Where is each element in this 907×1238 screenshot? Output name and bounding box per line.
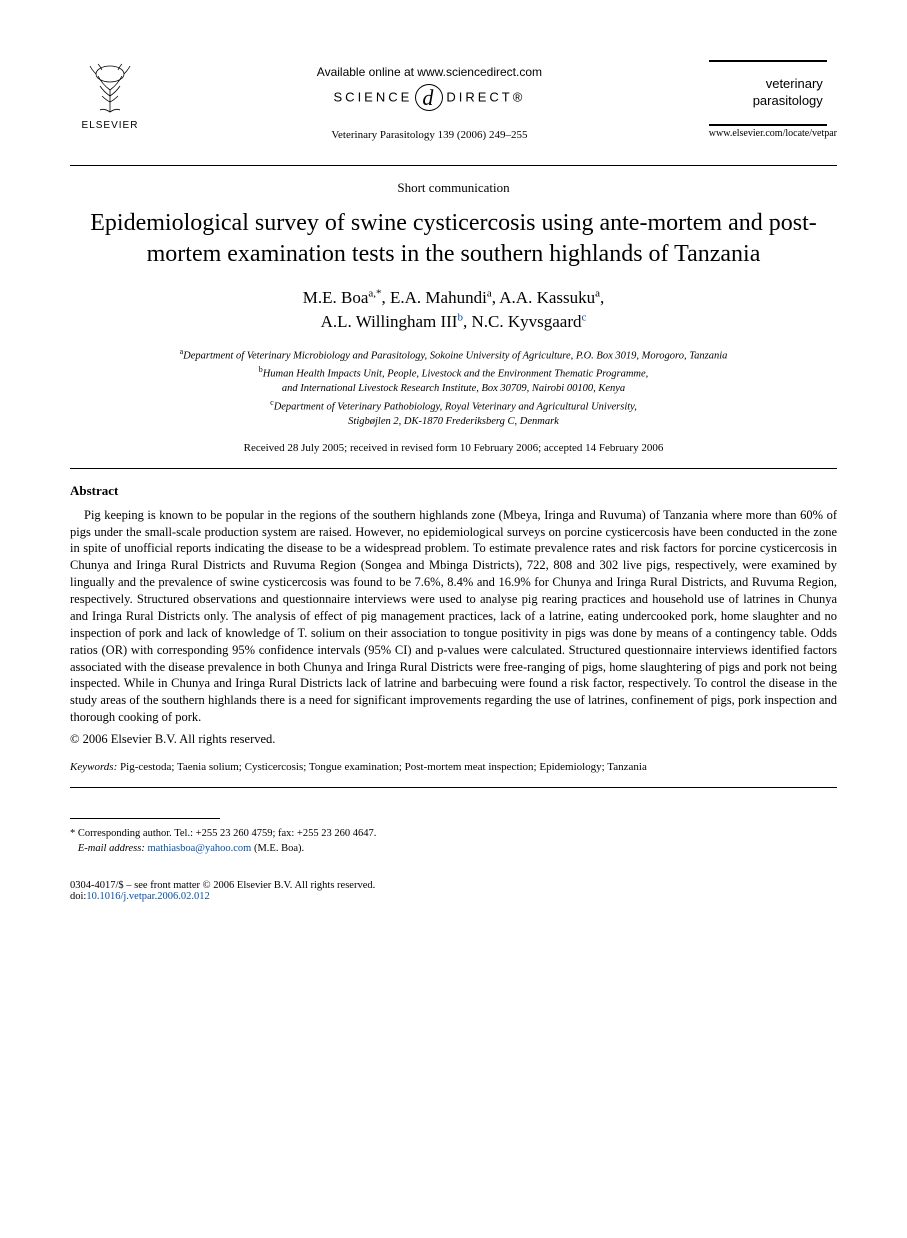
email-line: E-mail address: mathiasboa@yahoo.com (M.… [70, 842, 837, 857]
publisher-name: ELSEVIER [82, 120, 139, 131]
authors-block: M.E. Boaa,*, E.A. Mahundia, A.A. Kassuku… [70, 286, 837, 334]
abstract-copyright: © 2006 Elsevier B.V. All rights reserved… [70, 732, 837, 747]
authors-line-1: M.E. Boaa,*, E.A. Mahundia, A.A. Kassuku… [70, 286, 837, 310]
issn-line: 0304-4017/$ – see front matter © 2006 El… [70, 880, 837, 891]
footnote-rule [70, 818, 220, 819]
sd-left: SCIENCE [334, 89, 413, 104]
affiliation-c-2: Stigbøjlen 2, DK-1870 Frederiksberg C, D… [70, 415, 837, 430]
email-link[interactable]: mathiasboa@yahoo.com [147, 843, 251, 854]
affiliation-b-1: bHuman Health Impacts Unit, People, Live… [70, 364, 837, 382]
rule-abstract-top [70, 468, 837, 469]
keywords-label: Keywords: [70, 761, 117, 773]
page-container: ELSEVIER Available online at www.science… [0, 0, 907, 952]
center-header: Available online at www.sciencedirect.co… [150, 60, 709, 141]
doi-link[interactable]: 10.1016/j.vetpar.2006.02.012 [86, 891, 209, 902]
available-online-text: Available online at www.sciencedirect.co… [150, 65, 709, 79]
keywords-line: Keywords: Pig-cestoda; Taenia solium; Cy… [70, 761, 837, 773]
journal-name-2: parasitology [713, 93, 823, 110]
header-row: ELSEVIER Available online at www.science… [70, 60, 837, 157]
rule-abstract-bottom [70, 787, 837, 788]
affiliation-c-1: cDepartment of Veterinary Pathobiology, … [70, 397, 837, 415]
affiliation-b-2: and International Livestock Research Ins… [70, 382, 837, 397]
affiliation-a: aDepartment of Veterinary Microbiology a… [70, 346, 837, 364]
abstract-heading: Abstract [70, 483, 837, 499]
doi-line: doi:10.1016/j.vetpar.2006.02.012 [70, 891, 837, 902]
journal-name-1: veterinary [713, 76, 823, 93]
journal-box: veterinary parasitology [709, 60, 827, 126]
article-dates: Received 28 July 2005; received in revis… [70, 442, 837, 454]
doi-prefix: doi: [70, 891, 86, 902]
sd-d-icon: d [415, 84, 443, 111]
publisher-logo: ELSEVIER [70, 60, 150, 131]
sd-right: DIRECT® [446, 89, 525, 104]
authors-line-2: A.L. Willingham IIIb, N.C. Kyvsgaardc [70, 310, 837, 334]
email-label: E-mail address: [78, 843, 145, 854]
rule-top [70, 165, 837, 166]
science-direct-logo: SCIENCEdDIRECT® [150, 85, 709, 111]
footnote-block: * Corresponding author. Tel.: +255 23 26… [70, 827, 837, 856]
affiliations-block: aDepartment of Veterinary Microbiology a… [70, 346, 837, 430]
article-title: Epidemiological survey of swine cysticer… [90, 208, 817, 270]
article-type: Short communication [70, 180, 837, 196]
corresponding-author: * Corresponding author. Tel.: +255 23 26… [70, 827, 837, 842]
keywords-text: Pig-cestoda; Taenia solium; Cysticercosi… [120, 761, 647, 773]
email-suffix: (M.E. Boa). [254, 843, 304, 854]
elsevier-tree-icon [80, 60, 140, 120]
abstract-body: Pig keeping is known to be popular in th… [70, 507, 837, 726]
journal-url[interactable]: www.elsevier.com/locate/vetpar [709, 128, 837, 139]
journal-citation: Veterinary Parasitology 139 (2006) 249–2… [150, 129, 709, 141]
journal-brand-box: veterinary parasitology www.elsevier.com… [709, 60, 837, 157]
